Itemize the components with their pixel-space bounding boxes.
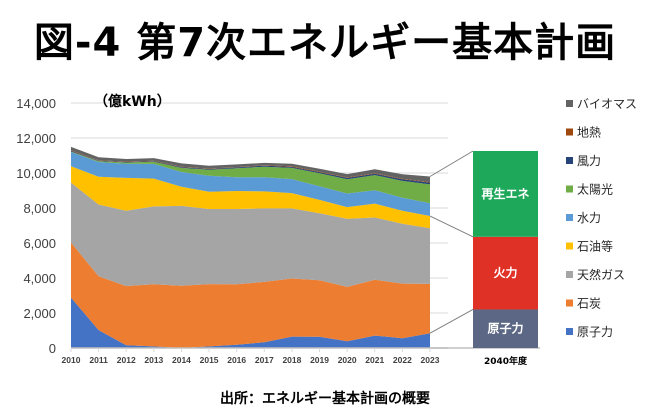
bar-segment-label: 火力 bbox=[493, 265, 517, 280]
area-series-原子力 bbox=[71, 297, 430, 348]
area-series-石油等 bbox=[71, 166, 430, 229]
y-axis: 0 2,000 4,000 6,000 8,000 10,000 12,000 14,000 bbox=[16, 96, 56, 356]
connector-line bbox=[429, 150, 474, 177]
area-series-地熱 bbox=[71, 150, 430, 183]
connector-line bbox=[429, 215, 474, 238]
x-tick-label: 2023 bbox=[421, 355, 440, 365]
legend-swatch bbox=[566, 271, 573, 278]
area-series-水力 bbox=[71, 152, 430, 216]
area-series-太陽光 bbox=[71, 151, 430, 204]
figure-title: 図-4 第7次エネルギー基本計画 bbox=[33, 20, 617, 66]
x-tick-label: 2022 bbox=[393, 355, 412, 365]
source-note: 出所：エネルギー基本計画の概要 bbox=[220, 391, 430, 407]
legend-label: バイオマス bbox=[577, 97, 637, 111]
legend-label: 石炭 bbox=[577, 297, 601, 311]
connector-line bbox=[429, 309, 474, 334]
x-tick-label: 2012 bbox=[117, 355, 136, 365]
legend-label: 風力 bbox=[577, 154, 601, 168]
x-tick-label: 2013 bbox=[144, 355, 163, 365]
area-series-石炭 bbox=[71, 242, 430, 348]
y-tick-label: 8,000 bbox=[23, 201, 56, 216]
x-tick-label: 2018 bbox=[282, 355, 301, 365]
bar-segment-label: 再生エネ bbox=[481, 186, 529, 201]
bar-segment-再生エネ bbox=[473, 151, 538, 237]
y-tick-label: 10,000 bbox=[16, 166, 56, 181]
connector-lines bbox=[429, 150, 474, 334]
legend-swatch bbox=[566, 328, 573, 335]
legend-label: 地熱 bbox=[577, 126, 601, 140]
x-tick-label: 2011 bbox=[89, 355, 108, 365]
y-tick-label: 6,000 bbox=[23, 236, 56, 251]
bar-segment-原子力 bbox=[473, 309, 538, 348]
legend-label: 原子力 bbox=[577, 325, 613, 339]
area-series-バイオマス bbox=[71, 146, 430, 183]
x-tick-label: 2014 bbox=[172, 355, 191, 365]
x-tick-label: 2010 bbox=[62, 355, 81, 365]
y-tick-label: 12,000 bbox=[16, 131, 56, 146]
bar-segment-火力 bbox=[473, 236, 538, 310]
legend-swatch bbox=[566, 299, 573, 307]
legend-swatch bbox=[566, 157, 573, 164]
y-tick-label: 0 bbox=[49, 341, 56, 356]
legend-label: 石油等 bbox=[577, 240, 613, 254]
target-bar-category-label: 2040年度 bbox=[484, 355, 528, 367]
y-tick-label: 4,000 bbox=[23, 271, 56, 286]
legend-label: 水力 bbox=[577, 211, 601, 225]
x-tick-label: 2016 bbox=[227, 355, 246, 365]
bar-segment-label: 原子力 bbox=[487, 321, 523, 336]
stacked-areas bbox=[71, 146, 430, 348]
x-axis: 2010 2011 2012 2013 2014 2015 2016 2017 2018 2019… bbox=[62, 347, 540, 365]
y-tick-label: 14,000 bbox=[16, 96, 56, 111]
y-tick-label: 2,000 bbox=[23, 306, 56, 321]
area-series-天然ガス bbox=[71, 182, 430, 287]
legend-swatch bbox=[566, 214, 573, 221]
x-tick-label: 2020 bbox=[338, 355, 357, 365]
legend-label: 天然ガス bbox=[577, 267, 625, 282]
y-axis-unit-label: （億kWh） bbox=[94, 93, 171, 110]
x-tick-label: 2019 bbox=[310, 355, 329, 365]
legend-swatch bbox=[566, 128, 573, 136]
legend-swatch bbox=[566, 242, 573, 250]
legend-swatch bbox=[566, 185, 573, 193]
legend-swatch bbox=[566, 100, 573, 107]
x-tick-label: 2017 bbox=[255, 355, 274, 365]
x-tick-label: 2021 bbox=[365, 355, 384, 365]
legend-label: 太陽光 bbox=[577, 182, 613, 197]
x-tick-label: 2015 bbox=[200, 355, 219, 365]
target-2040-bar: 原子力 火力 再生エネ 2040年度 bbox=[473, 151, 538, 367]
